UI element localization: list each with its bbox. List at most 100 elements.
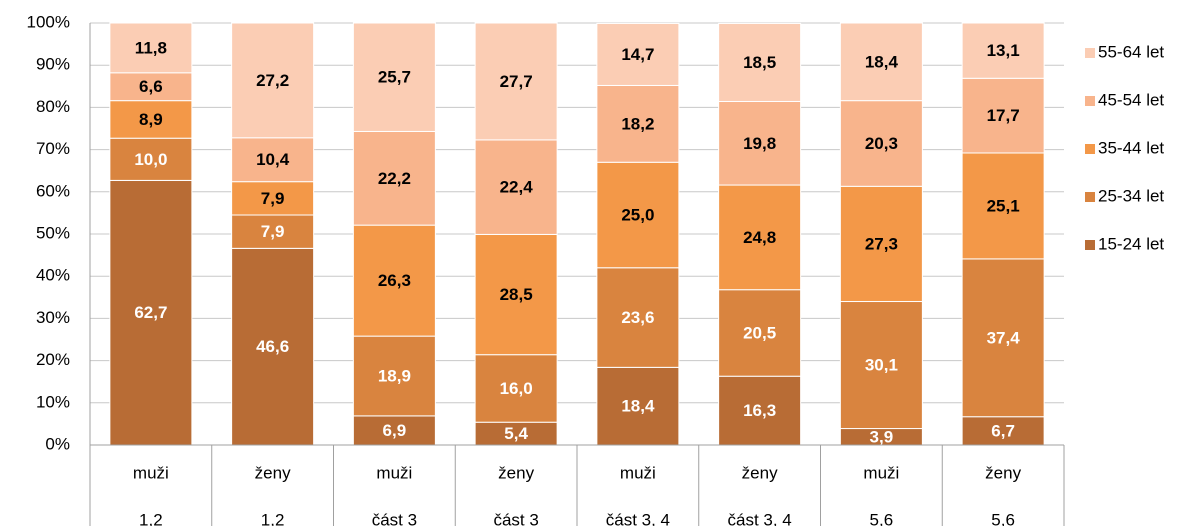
- bar-segment: [352, 335, 436, 417]
- x-tick-label: ženy: [255, 463, 291, 482]
- bar-segment: [474, 139, 558, 235]
- legend-swatch: [1085, 240, 1095, 250]
- legend-label: 45-54 let: [1098, 90, 1164, 109]
- bar-segment: [474, 233, 558, 356]
- data-label: 18,9: [378, 366, 411, 385]
- data-label: 10,4: [256, 150, 290, 169]
- x-tick-label: 5,6: [870, 510, 894, 526]
- bar-segment: [596, 267, 680, 368]
- bar-segment: [474, 22, 558, 141]
- y-tick-label: 70%: [36, 139, 70, 158]
- data-label: 23,6: [621, 308, 654, 327]
- bar-segment: [352, 415, 436, 446]
- data-label: 14,7: [621, 45, 654, 64]
- x-tick-label: část 3: [372, 510, 417, 526]
- y-tick-label: 20%: [36, 350, 70, 369]
- data-label: 62,7: [134, 303, 167, 322]
- data-label: 46,6: [256, 337, 289, 356]
- data-label: 16,3: [743, 401, 776, 420]
- bar-segment: [718, 100, 802, 186]
- data-label: 25,7: [378, 68, 411, 87]
- legend-swatch: [1085, 96, 1095, 106]
- data-label: 25,0: [621, 205, 654, 224]
- bar-segment: [718, 22, 802, 102]
- legend-swatch: [1085, 48, 1095, 58]
- y-tick-label: 0%: [45, 434, 70, 453]
- data-label: 30,1: [865, 356, 898, 375]
- bar-segment: [839, 100, 923, 187]
- data-label: 13,1: [987, 41, 1020, 60]
- bar-segment: [109, 100, 193, 139]
- data-label: 19,8: [743, 134, 776, 153]
- x-tick-label: muži: [863, 463, 899, 482]
- x-tick-label: část 3, 4: [606, 510, 670, 526]
- data-label: 7,9: [261, 189, 285, 208]
- data-label: 7,9: [261, 222, 285, 241]
- data-label: 26,3: [378, 271, 411, 290]
- data-label: 3,9: [870, 427, 894, 446]
- bar-segment: [718, 375, 802, 446]
- x-tick-label: ženy: [985, 463, 1021, 482]
- data-label: 28,5: [500, 285, 533, 304]
- data-label: 10,0: [134, 150, 167, 169]
- x-tick-label: muži: [133, 463, 169, 482]
- data-label: 18,4: [621, 397, 655, 416]
- bar-segment: [231, 137, 315, 183]
- bar-segment: [231, 22, 315, 139]
- bar-segment: [839, 22, 923, 102]
- bar-segment: [109, 137, 193, 181]
- legend-label: 25-34 let: [1098, 186, 1164, 205]
- data-label: 8,9: [139, 110, 163, 129]
- bar-segment: [109, 22, 193, 74]
- legend-label: 55-64 let: [1098, 42, 1164, 61]
- data-label: 6,7: [991, 421, 1015, 440]
- data-label: 37,4: [987, 328, 1021, 347]
- bar-segment: [474, 354, 558, 423]
- bar-segment: [352, 22, 436, 132]
- data-label: 20,3: [865, 134, 898, 153]
- x-tick-label: 1,2: [139, 510, 163, 526]
- legend-label: 15-24 let: [1098, 234, 1164, 253]
- bar-segment: [596, 366, 680, 446]
- data-label: 17,7: [987, 106, 1020, 125]
- data-label: 18,2: [621, 114, 654, 133]
- y-tick-label: 80%: [36, 97, 70, 116]
- bar-segment: [839, 301, 923, 430]
- data-label: 11,8: [135, 38, 167, 57]
- data-label: 18,4: [865, 52, 899, 71]
- data-label: 27,2: [256, 71, 289, 90]
- bar-segment: [839, 185, 923, 303]
- y-tick-label: 30%: [36, 308, 70, 327]
- bar-segment: [961, 22, 1045, 79]
- y-tick-label: 40%: [36, 266, 70, 285]
- bar-segment: [961, 416, 1045, 446]
- x-tick-label: muži: [376, 463, 412, 482]
- bar-segment: [352, 224, 436, 337]
- bar-segment: [596, 22, 680, 86]
- y-tick-label: 60%: [36, 181, 70, 200]
- x-tick-label: ženy: [498, 463, 534, 482]
- x-tick-label: část 3: [493, 510, 538, 526]
- y-tick-label: 10%: [36, 392, 70, 411]
- bar-segment: [961, 152, 1045, 260]
- x-tick-label: muži: [620, 463, 656, 482]
- x-tick-label: ženy: [742, 463, 778, 482]
- y-tick-label: 100%: [27, 12, 70, 31]
- bar-segment: [596, 161, 680, 269]
- data-label: 24,8: [743, 228, 776, 247]
- legend-swatch: [1085, 192, 1095, 202]
- bar-segment: [596, 84, 680, 163]
- bar-segment: [961, 258, 1045, 418]
- bar-segment: [718, 184, 802, 291]
- bar-segment: [109, 72, 193, 102]
- bar-segment: [109, 179, 193, 446]
- bar-segment: [961, 77, 1045, 154]
- x-tick-label: část 3, 4: [727, 510, 791, 526]
- data-label: 6,6: [139, 77, 163, 96]
- data-label: 16,0: [500, 379, 533, 398]
- bar-segment: [231, 247, 315, 446]
- x-tick-label: 1,2: [261, 510, 285, 526]
- data-label: 22,4: [500, 178, 534, 197]
- data-label: 20,5: [743, 323, 776, 342]
